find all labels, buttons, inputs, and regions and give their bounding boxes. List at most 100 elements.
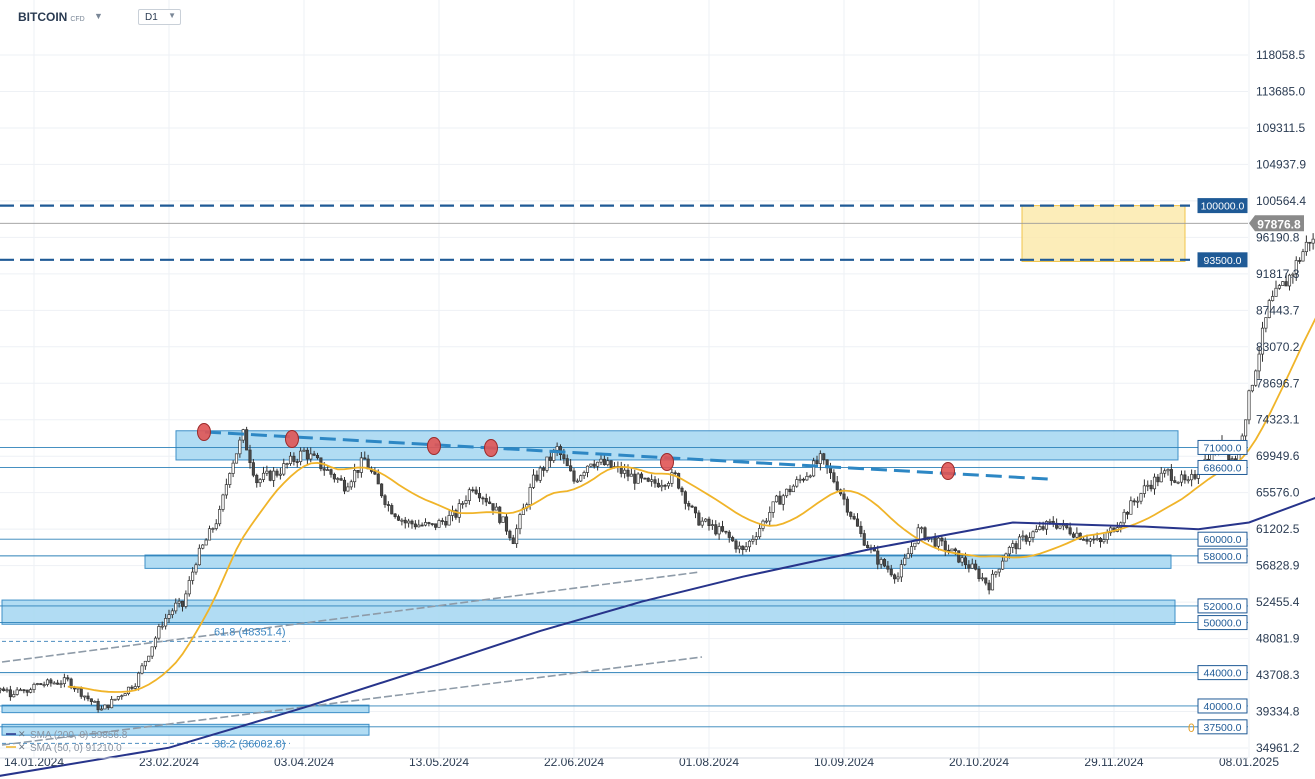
candle: [89, 698, 93, 702]
candle: [1254, 370, 1258, 386]
candle: [801, 478, 806, 481]
candle: [805, 475, 809, 481]
x-tick-label: 08.01.2025: [1219, 755, 1279, 769]
candle: [1277, 285, 1281, 289]
level-tag-label: 37500.0: [1204, 722, 1242, 734]
candle: [5, 689, 9, 692]
level-tag-box: [1197, 459, 1248, 475]
timeframe-select[interactable]: D1 ▼: [138, 9, 181, 25]
candle: [29, 689, 33, 693]
y-tick-label: 65576.0: [1256, 486, 1300, 500]
candle: [1142, 485, 1146, 494]
candle: [1021, 535, 1025, 538]
candle: [258, 479, 262, 484]
level-tag-label: 68600.0: [1204, 462, 1242, 474]
level-tag: 37500.0: [1197, 719, 1248, 735]
level-tag-label: 100000.0: [1201, 201, 1245, 213]
candle: [150, 646, 154, 657]
candle: [488, 501, 492, 504]
candle: [650, 479, 654, 482]
candle: [1169, 469, 1173, 481]
candle: [1001, 560, 1005, 570]
y-tick-label: 96190.8: [1256, 230, 1300, 244]
candle: [920, 527, 924, 530]
candle: [214, 523, 218, 529]
candle: [79, 687, 83, 697]
candle: [575, 480, 579, 483]
candle: [211, 528, 215, 530]
candle: [1267, 300, 1271, 318]
candle: [771, 501, 775, 513]
y-tick-label: 118058.5: [1256, 48, 1305, 62]
candle: [970, 563, 974, 569]
candle: [45, 679, 50, 685]
candle: [1058, 525, 1062, 529]
candle: [1281, 281, 1285, 286]
candle: [862, 533, 866, 546]
level-tag-label: 71000.0: [1204, 442, 1242, 454]
candle: [609, 460, 613, 468]
candle: [49, 679, 53, 684]
level-tag: 68600.0: [1197, 459, 1248, 475]
candle: [268, 470, 272, 481]
level-tag-box: [1197, 615, 1248, 631]
candle: [12, 694, 16, 698]
candle: [484, 498, 488, 503]
candle: [147, 655, 151, 662]
candle: [1304, 241, 1308, 253]
candle: [683, 491, 687, 504]
candle: [170, 610, 174, 615]
chevron-down-icon[interactable]: ▼: [94, 11, 103, 21]
candle: [808, 475, 812, 478]
candle: [1311, 238, 1315, 244]
level-tag: 50000.0: [1197, 615, 1248, 631]
candle: [177, 600, 181, 604]
candle: [1136, 500, 1140, 503]
candle: [15, 689, 19, 695]
candle: [933, 536, 937, 547]
candle: [690, 505, 694, 508]
candle: [1152, 476, 1157, 490]
candle: [542, 467, 546, 471]
x-tick-label: 10.09.2024: [814, 755, 874, 769]
candle: [245, 429, 249, 451]
candle: [899, 564, 903, 578]
timeframe-value: D1: [145, 12, 158, 23]
candle: [555, 446, 559, 451]
candle: [1159, 472, 1163, 483]
candle: [768, 512, 772, 522]
candle: [1034, 529, 1038, 533]
candle: [285, 463, 289, 465]
candle: [704, 518, 708, 522]
candle: [407, 520, 411, 524]
candle: [332, 473, 336, 480]
level-tag: 71000.0: [1197, 439, 1248, 455]
candle: [167, 614, 171, 619]
candle: [707, 518, 711, 526]
candle: [1186, 479, 1190, 482]
candle: [110, 699, 114, 709]
level-tag-box: [1197, 198, 1248, 214]
candle: [356, 469, 360, 473]
candle: [1301, 251, 1305, 262]
candle: [778, 495, 782, 505]
candle: [39, 683, 43, 686]
candle: [1260, 327, 1265, 355]
candle: [1082, 539, 1086, 541]
x-tick-label: 22.06.2024: [544, 755, 604, 769]
level-tag-label: 40000.0: [1204, 701, 1242, 713]
candle: [511, 537, 515, 545]
candle: [626, 469, 630, 477]
candle: [1024, 535, 1028, 542]
candle: [191, 571, 195, 581]
candle: [224, 484, 228, 496]
symbol-selector[interactable]: BITCOIN CFD: [18, 10, 85, 24]
candle: [1247, 390, 1251, 421]
candle: [86, 695, 90, 700]
candle: [207, 528, 212, 541]
y-tick-label: 100564.4: [1256, 194, 1306, 208]
y-tick-label: 39334.8: [1256, 705, 1300, 719]
chevron-down-icon: ▼: [168, 11, 176, 20]
candle: [1284, 281, 1288, 287]
